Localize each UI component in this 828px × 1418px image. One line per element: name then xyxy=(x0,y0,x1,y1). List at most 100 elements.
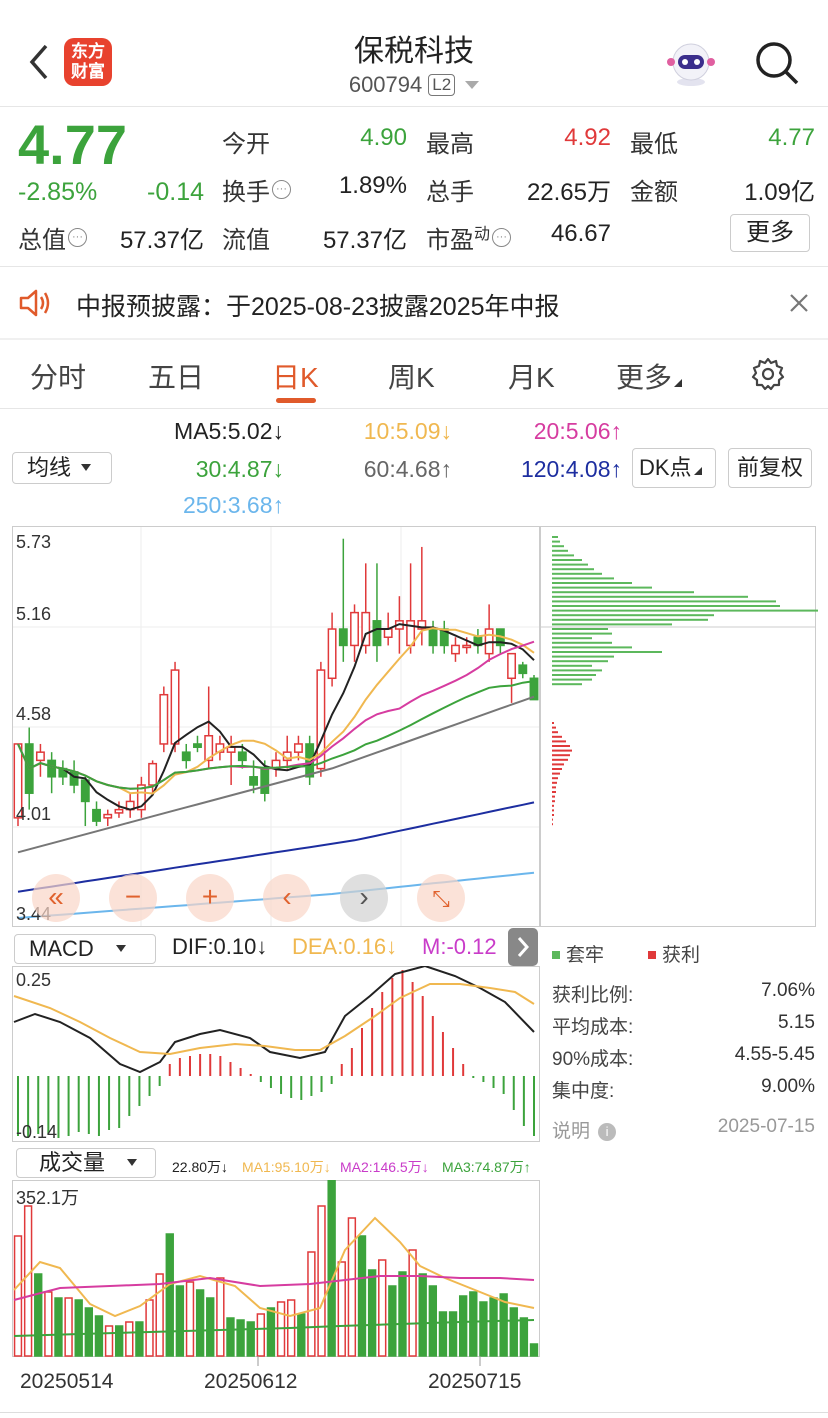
zoom-out-button[interactable]: − xyxy=(109,874,157,922)
chip-bar-trapped xyxy=(552,683,582,686)
change-amount: -0.14 xyxy=(147,178,204,206)
macd-frame xyxy=(12,966,540,1142)
vol-ma3-label: MA3:74.87万↑ xyxy=(442,1159,531,1175)
tab-intraday[interactable]: 分时 xyxy=(30,362,87,393)
chip-note[interactable]: 说明 i xyxy=(552,1116,617,1143)
fullscreen-button[interactable]: ⤡ xyxy=(417,874,465,922)
ma250-label: 250:3.68↑ xyxy=(182,492,284,518)
stock-code-row[interactable]: 600794 L2 xyxy=(0,72,828,98)
volume-bar xyxy=(509,1307,518,1357)
chip-bar-profit xyxy=(552,726,556,729)
candle xyxy=(80,779,90,803)
minus-icon: − xyxy=(124,881,142,912)
volume-bar xyxy=(246,1321,255,1357)
volume-bar xyxy=(297,1313,306,1357)
amount-label: 金额 xyxy=(630,179,678,206)
dk-point-button[interactable]: DK点 xyxy=(632,448,716,488)
chip-bar-trapped xyxy=(552,586,652,589)
candle xyxy=(338,628,348,647)
notice-text[interactable]: 中报预披露：于2025-08-23披露2025年中报 xyxy=(76,293,560,321)
kline-chart[interactable] xyxy=(0,526,828,928)
chip-bar-profit xyxy=(552,749,572,752)
chip-value: 5.15 xyxy=(778,1012,815,1033)
ma60-label: 60:4.68↑ xyxy=(363,456,452,482)
float-label: 流值 xyxy=(222,227,270,254)
chip-bar-profit xyxy=(552,754,570,757)
candle xyxy=(204,734,214,762)
chip-bar-profit xyxy=(552,809,554,812)
volume-bar xyxy=(337,1261,346,1357)
pe-value: 46.67 xyxy=(550,220,611,247)
tab-weekly-k[interactable]: 周K xyxy=(388,362,435,393)
search-button[interactable] xyxy=(754,40,800,86)
ma60-line xyxy=(17,695,535,854)
date-label: 20250514 xyxy=(20,1370,114,1393)
tab-more[interactable]: 更多 xyxy=(616,356,683,396)
candle xyxy=(170,669,180,745)
robot-assistant-icon[interactable] xyxy=(666,40,716,88)
volume-bar xyxy=(327,1179,336,1357)
candle xyxy=(417,620,427,630)
amount-value: 1.09亿 xyxy=(744,179,815,206)
info-icon[interactable]: ··· xyxy=(492,228,512,247)
chip-bar-trapped xyxy=(552,572,602,575)
date-label: 20250612 xyxy=(204,1370,298,1393)
back-button[interactable] xyxy=(24,40,60,84)
vol-ma1-line xyxy=(13,1216,535,1318)
ma120-label: 120:4.08↑ xyxy=(520,456,622,482)
info-icon[interactable]: ··· xyxy=(68,228,87,247)
candle xyxy=(428,628,438,647)
chip-bar-trapped xyxy=(552,614,714,617)
info-icon[interactable]: ··· xyxy=(272,180,291,199)
close-notice-button[interactable] xyxy=(788,292,810,314)
chevron-right-icon: › xyxy=(359,881,369,912)
turnover-label: 换手 ··· xyxy=(222,172,291,207)
candle xyxy=(92,808,101,822)
plus-icon: + xyxy=(201,881,219,912)
macd-chart[interactable] xyxy=(0,964,540,1142)
next-button[interactable]: › xyxy=(340,874,388,922)
vol-ma3-line xyxy=(13,1319,535,1337)
chip-date: 2025-07-15 xyxy=(717,1116,815,1137)
tab-monthly-k[interactable]: 月K xyxy=(508,362,555,393)
legend-profit: 获利 xyxy=(648,940,700,967)
prev-button[interactable]: ‹ xyxy=(263,874,311,922)
volume-bar xyxy=(418,1273,427,1357)
tab-five-day[interactable]: 五日 xyxy=(148,362,205,393)
price-axis-label: 4.01 xyxy=(16,804,52,824)
volume-bar xyxy=(13,1235,23,1357)
tab-daily-k[interactable]: 日K xyxy=(272,362,319,393)
chip-bar-trapped xyxy=(552,641,612,644)
volume-frame xyxy=(12,1180,540,1357)
volume-bar xyxy=(428,1285,438,1357)
zoom-in-button[interactable]: + xyxy=(186,874,234,922)
indicator-selector[interactable]: 均线 xyxy=(12,452,112,484)
forward-adjust-button[interactable]: 前复权 xyxy=(728,448,812,488)
volume-chart[interactable] xyxy=(0,1179,540,1370)
chip-bar-trapped xyxy=(552,628,608,630)
candle xyxy=(260,767,270,794)
macd-axis-top: 0.25 xyxy=(16,970,52,990)
volume-bar xyxy=(216,1277,225,1357)
chip-frame xyxy=(540,526,816,927)
double-chevron-left-icon: « xyxy=(48,881,64,912)
macd-selector[interactable]: MACD xyxy=(14,934,156,964)
float-value: 57.37亿 xyxy=(322,227,407,254)
chip-bar-trapped xyxy=(552,609,818,612)
high-label: 最高 xyxy=(426,131,474,158)
volume-bar xyxy=(226,1317,235,1357)
volume-bar xyxy=(499,1293,508,1357)
more-button[interactable]: 更多 xyxy=(730,214,810,252)
close-icon xyxy=(790,294,808,312)
volume-bar xyxy=(44,1291,53,1357)
low-value: 4.77 xyxy=(768,124,815,151)
volume-bar xyxy=(266,1307,276,1357)
chip-bar-profit xyxy=(552,823,553,826)
collapse-side-panel-button[interactable] xyxy=(508,928,538,966)
rewind-button[interactable]: « xyxy=(32,874,80,922)
volume-selector[interactable]: 成交量 xyxy=(16,1148,156,1178)
volume-label: 22.80万↓ xyxy=(172,1159,229,1175)
settings-button[interactable] xyxy=(750,356,786,392)
ma120-line xyxy=(17,801,535,893)
volume-bar xyxy=(469,1291,478,1357)
